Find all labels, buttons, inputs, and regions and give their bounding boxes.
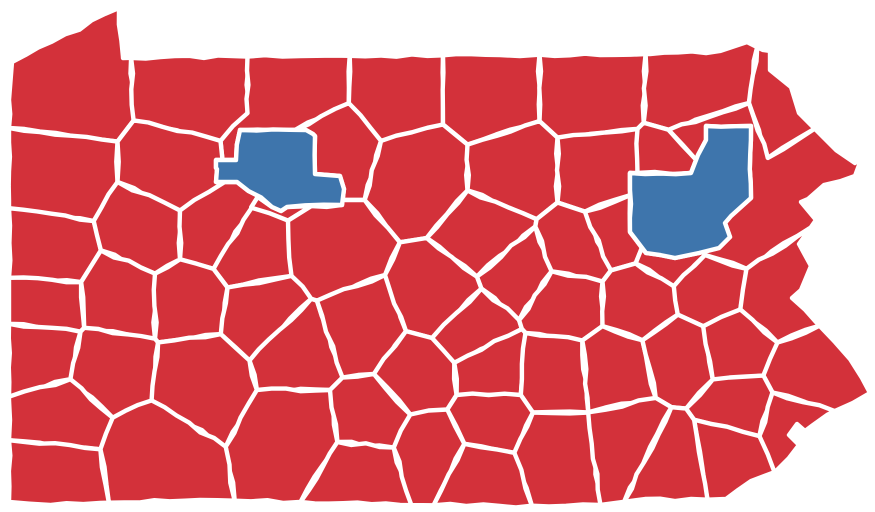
Erie <box>9 8 134 142</box>
Dauphin <box>521 333 589 413</box>
Lawrence <box>9 278 84 332</box>
Armstrong <box>154 259 228 342</box>
Bradford <box>539 54 645 138</box>
Greene <box>9 440 109 505</box>
